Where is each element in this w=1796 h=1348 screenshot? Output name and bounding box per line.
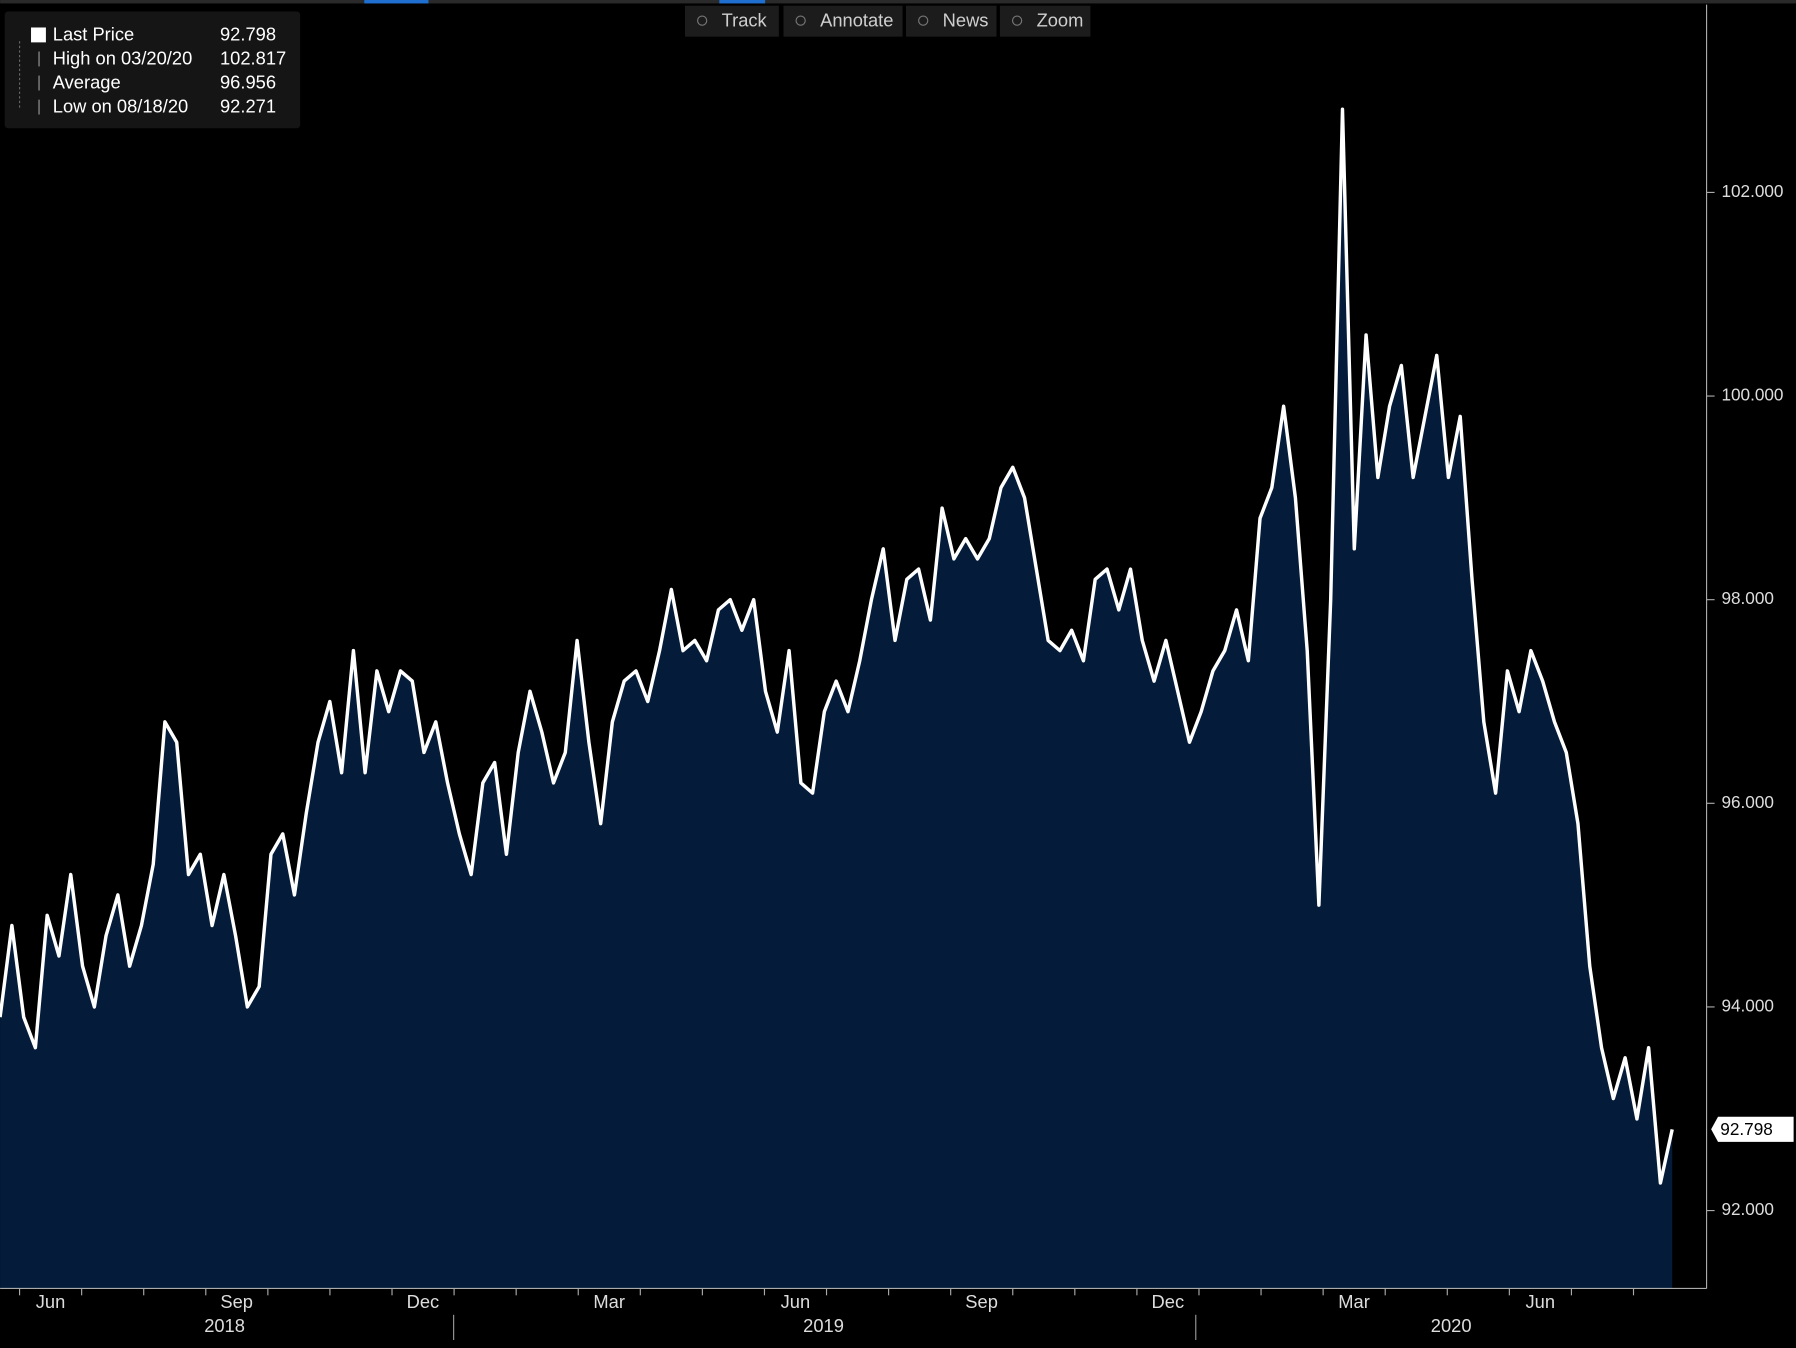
y-tick-label: 102.000 [1721, 181, 1783, 201]
y-tick-label: 92.000 [1721, 1199, 1773, 1219]
toolbar-button[interactable] [684, 5, 779, 37]
y-tick-label: 94.000 [1721, 995, 1773, 1015]
legend-label: Low on 08/18/20 [53, 96, 188, 117]
legend-label: Last Price [53, 23, 134, 44]
legend-label: Average [53, 71, 121, 92]
legend-value: 92.271 [220, 96, 276, 117]
legend-value: 96.956 [220, 71, 276, 92]
last-price-label: 92.798 [1720, 1119, 1772, 1139]
toolbar-button[interactable] [906, 5, 997, 37]
legend-swatch [31, 27, 46, 43]
area [0, 109, 1673, 1289]
plot: 92.798 92.000 94.000 96.000 98.000 100.000 102… [0, 4, 1794, 1340]
price-line [0, 107, 1674, 1185]
toolbar-button[interactable] [783, 5, 903, 37]
toolbar-label[interactable]: Zoom [1037, 10, 1084, 31]
legend-value: 92.798 [220, 23, 276, 44]
x-tick-label: Mar [593, 1291, 625, 1312]
top-bar-tab [364, 0, 429, 4]
toolbar-icon [795, 15, 806, 26]
year-label: 2018 [204, 1315, 245, 1336]
legend-label: High on 03/20/20 [53, 47, 193, 68]
toolbar-label[interactable]: Track [722, 10, 768, 31]
x-tick-label: Jun [1526, 1291, 1556, 1312]
y-tick-label: 96.000 [1721, 792, 1773, 812]
legend-value: 102.817 [220, 47, 286, 68]
top-bar [0, 0, 1796, 4]
top-bar-tab [719, 0, 766, 4]
x-tick-label: Mar [1338, 1291, 1370, 1312]
toolbar-icon [918, 15, 929, 26]
x-tick-label: Dec [1152, 1291, 1185, 1312]
year-label: 2019 [803, 1315, 844, 1336]
year-label: 2020 [1431, 1315, 1472, 1336]
x-tick-label: Jun [781, 1291, 811, 1312]
last-price-tag [1711, 1116, 1794, 1142]
x-tick-label: Dec [407, 1291, 440, 1312]
y-tick-label: 100.000 [1721, 385, 1783, 405]
toolbar-label[interactable]: Annotate [820, 10, 893, 31]
legend: Last Price 92.798 High on 03/20/20 102.817 A… [4, 11, 301, 129]
toolbar-icon [1011, 15, 1023, 26]
x-tick-label: Sep [220, 1291, 253, 1312]
toolbar: Track Annotate News Zoom [684, 5, 1091, 37]
legend-box [4, 11, 301, 129]
y-tick-label: 98.000 [1721, 588, 1773, 608]
x-tick-label: Sep [965, 1291, 998, 1312]
toolbar-icon [697, 15, 708, 26]
x-tick-label: Jun [36, 1291, 66, 1312]
toolbar-button[interactable] [999, 5, 1091, 37]
toolbar-label[interactable]: News [943, 10, 989, 31]
